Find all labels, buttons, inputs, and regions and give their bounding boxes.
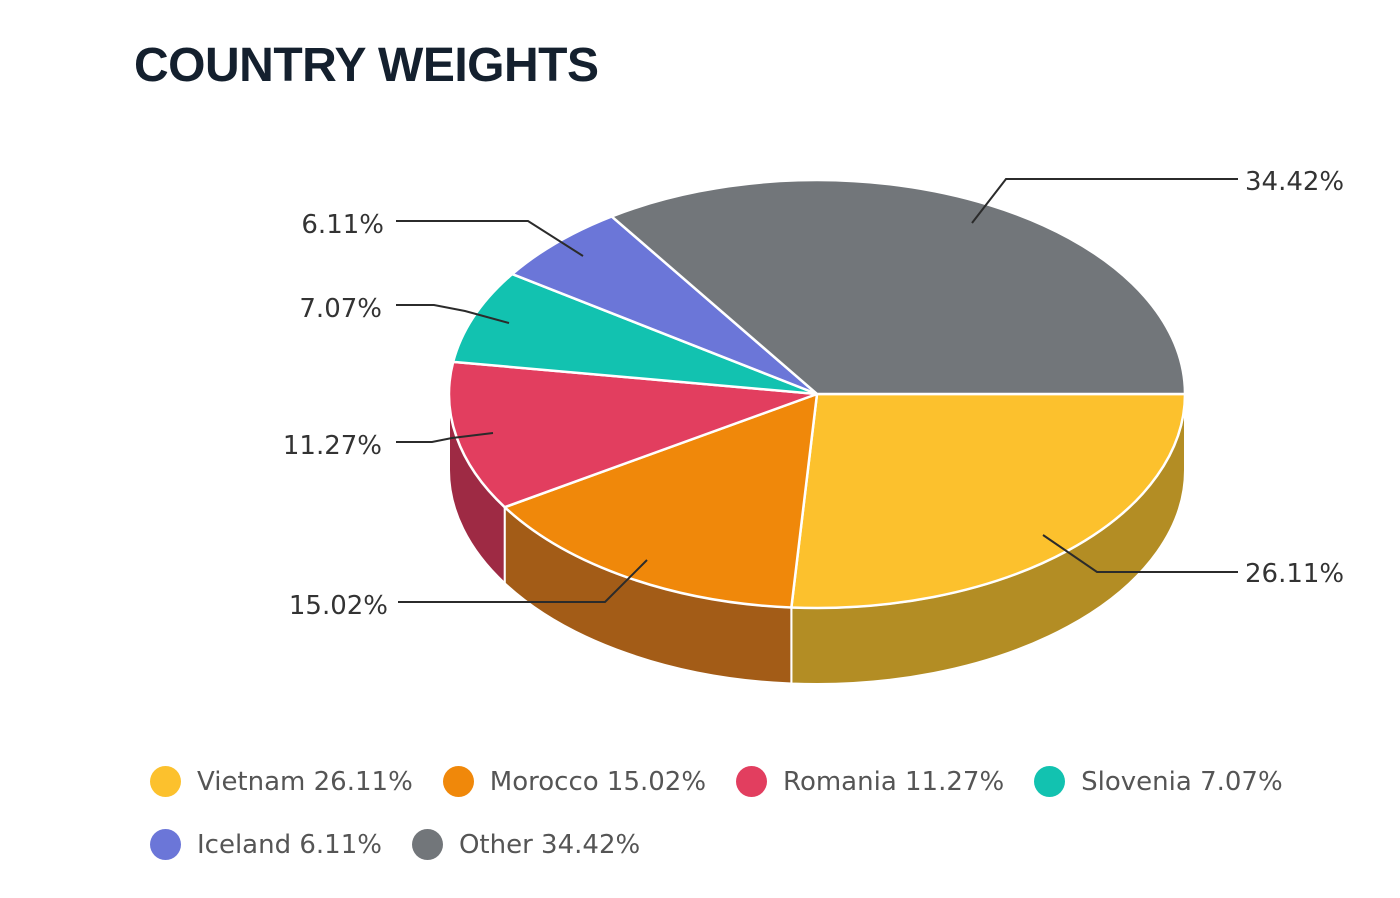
legend-item-romania[interactable]: Romania 11.27% bbox=[736, 766, 1004, 797]
leader-line-other bbox=[971, 178, 1238, 224]
legend-item-iceland[interactable]: Iceland 6.11% bbox=[150, 829, 382, 860]
legend-dot-romania bbox=[736, 766, 768, 797]
legend-dot-iceland bbox=[150, 829, 181, 860]
legend: Vietnam 26.11% Morocco 15.02% Romania 11… bbox=[150, 750, 1350, 876]
legend-dot-slovenia bbox=[1034, 766, 1066, 797]
legend-dot-vietnam bbox=[150, 766, 181, 797]
legend-label-vietnam: Vietnam 26.11% bbox=[197, 766, 413, 797]
legend-label-morocco: Morocco 15.02% bbox=[489, 766, 707, 797]
legend-row-1: Vietnam 26.11% Morocco 15.02% Romania 11… bbox=[150, 750, 1350, 813]
legend-label-slovenia: Slovenia 7.07% bbox=[1081, 766, 1283, 797]
legend-row-2: Iceland 6.11% Other 34.42% bbox=[150, 813, 1350, 876]
legend-item-vietnam[interactable]: Vietnam 26.11% bbox=[150, 766, 413, 797]
pie-slice-slovenia[interactable] bbox=[451, 272, 819, 396]
pie-labels: 26.11% 15.02% 11.27% 7.07% 6.11% 34.42% bbox=[283, 167, 1344, 621]
pie-top bbox=[447, 178, 1187, 610]
pie-slice-other[interactable] bbox=[610, 178, 1187, 396]
legend-label-other: Other 34.42% bbox=[458, 829, 641, 860]
data-label-slovenia: 7.07% bbox=[299, 294, 382, 324]
data-label-morocco: 15.02% bbox=[289, 591, 388, 621]
data-label-romania: 11.27% bbox=[283, 431, 382, 461]
leader-line-romania bbox=[396, 432, 494, 443]
legend-label-iceland: Iceland 6.11% bbox=[197, 829, 382, 860]
leader-line-slovenia bbox=[396, 304, 510, 324]
legend-dot-morocco bbox=[442, 766, 474, 797]
chart-title: COUNTRY WEIGHTS bbox=[134, 39, 599, 92]
legend-dot-other bbox=[411, 829, 443, 860]
leader-line-iceland bbox=[396, 220, 584, 257]
leader-line-vietnam bbox=[1042, 534, 1238, 573]
pie-slice-vietnam[interactable] bbox=[790, 392, 1187, 610]
legend-item-slovenia[interactable]: Slovenia 7.07% bbox=[1034, 766, 1283, 797]
data-label-other: 34.42% bbox=[1245, 167, 1344, 197]
legend-item-other[interactable]: Other 34.42% bbox=[411, 829, 641, 860]
pie-slice-morocco[interactable] bbox=[503, 392, 819, 609]
data-label-iceland: 6.11% bbox=[301, 210, 384, 240]
pie-slice-iceland[interactable] bbox=[510, 215, 819, 396]
legend-label-romania: Romania 11.27% bbox=[783, 766, 1005, 797]
legend-item-morocco[interactable]: Morocco 15.02% bbox=[442, 766, 707, 797]
data-label-vietnam: 26.11% bbox=[1245, 559, 1344, 589]
leader-line-morocco bbox=[398, 559, 648, 603]
